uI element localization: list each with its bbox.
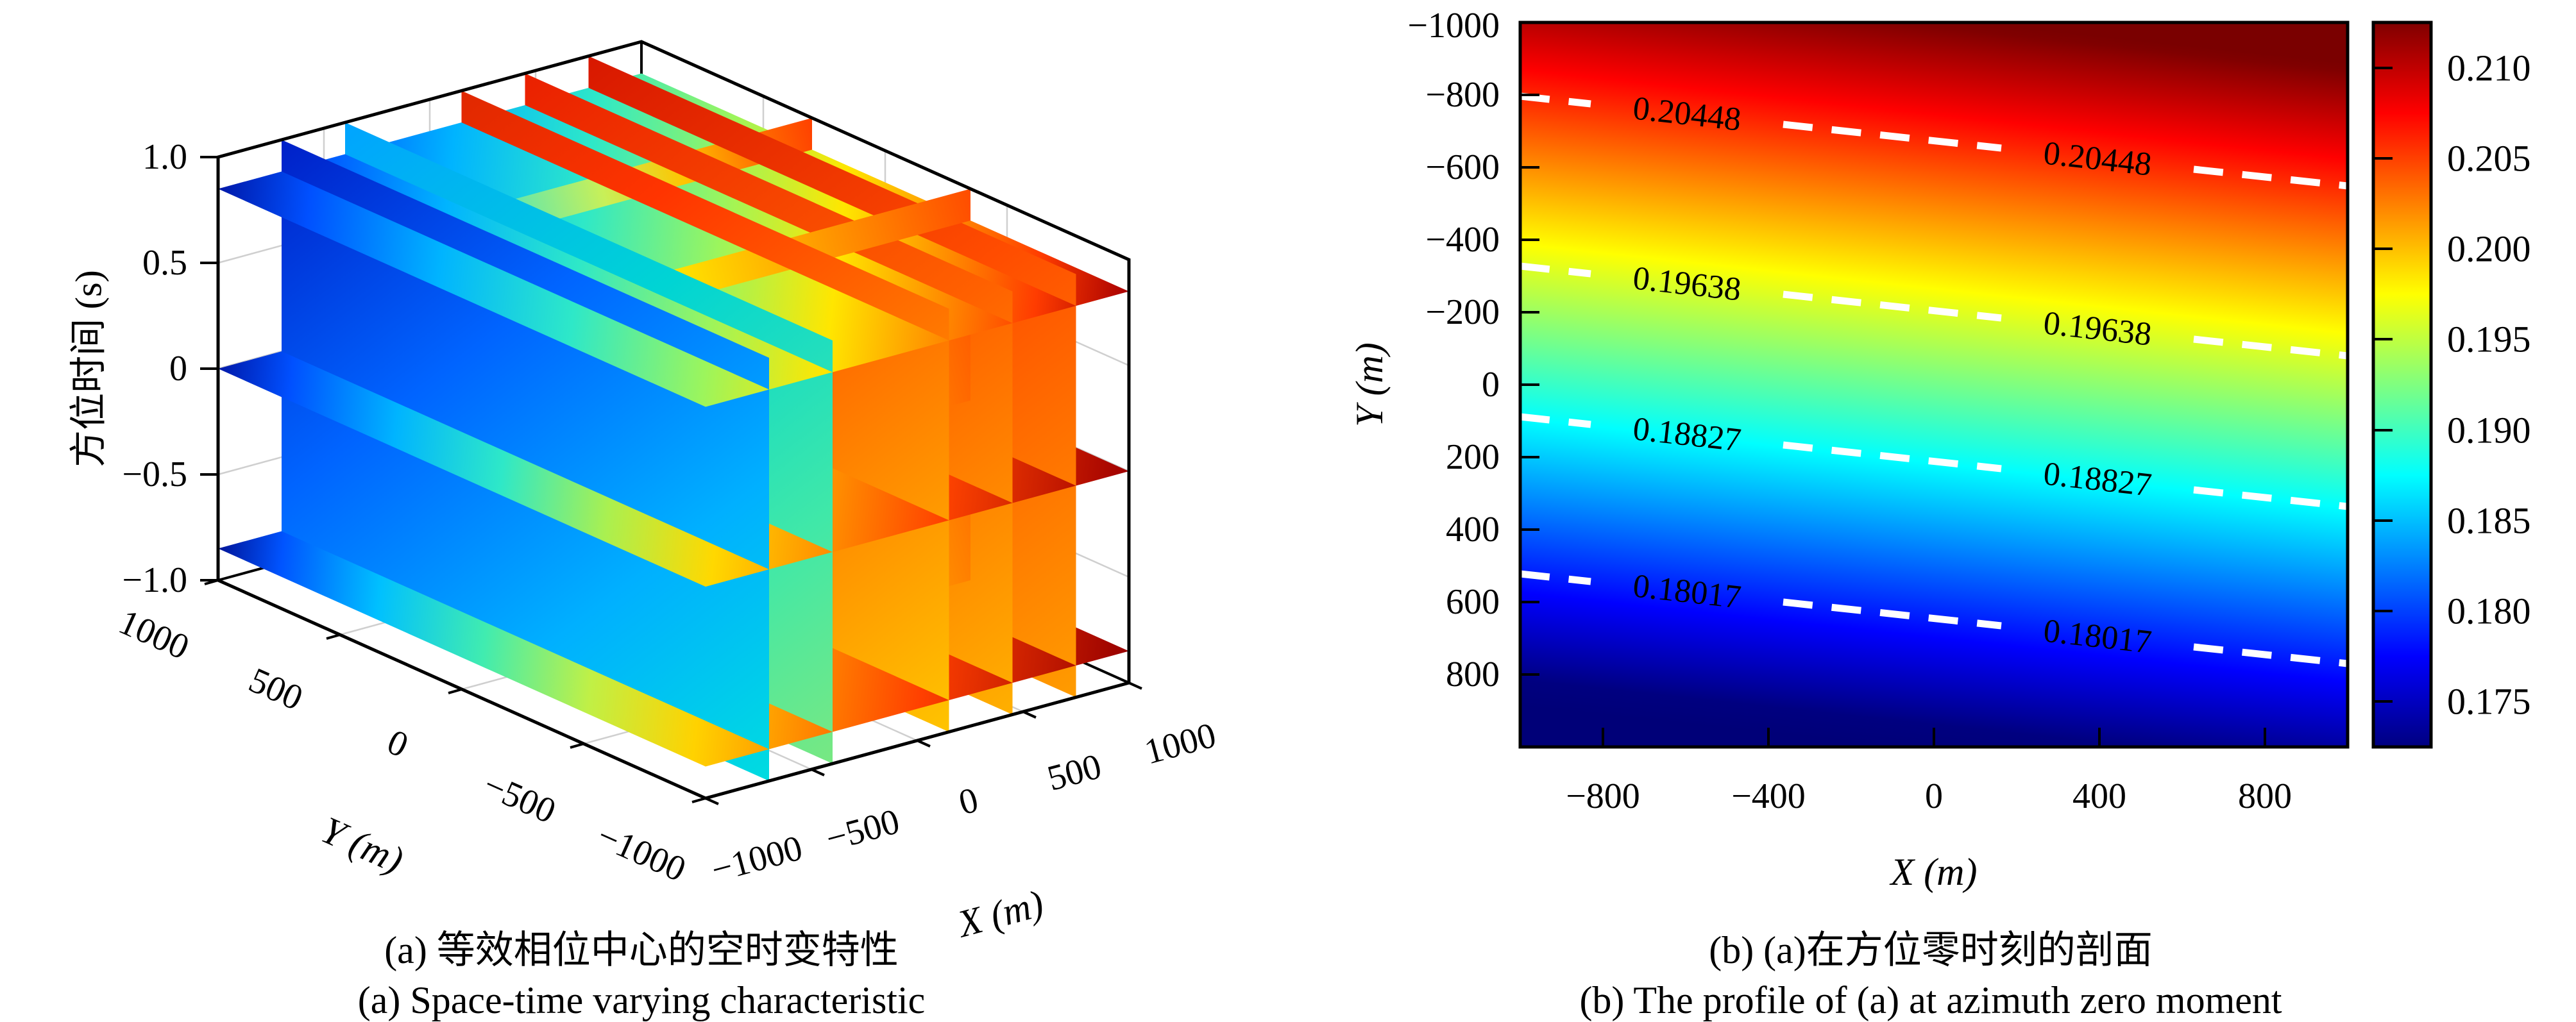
x-tick-label: −800: [1566, 776, 1640, 816]
caption-a-en: (a) Space-time varying characteristic: [358, 979, 926, 1021]
y-tick-label: −600: [1425, 147, 1500, 187]
x-tick-label: −400: [1731, 776, 1806, 816]
heatmap-field: [1520, 22, 2348, 747]
z-tick-label: 1.0: [142, 137, 187, 177]
x-axis-label: X (m): [952, 882, 1047, 946]
colorbar-tick-label: 0.200: [2447, 228, 2531, 270]
y-axis-label: Y (m): [1348, 342, 1391, 427]
caption-a-zh: (a) 等效相位中心的空时变特性: [384, 929, 899, 971]
slice-wall: [461, 90, 949, 340]
slice-wall: [525, 73, 1013, 323]
z-axis: 1.0 0.5 0 −0.5 −1.0 方位时间 (s): [68, 137, 218, 600]
colorbar-tick-label: 0.180: [2447, 591, 2531, 632]
x-axis-label: X (m): [1890, 851, 1978, 893]
y-tick-label: 0: [1482, 365, 1500, 405]
colorbar: 0.210 0.205 0.200 0.195 0.190 0.185 0.18…: [2371, 21, 2531, 749]
y-tick-label: 1000: [113, 602, 195, 667]
y-axis-label: Y (m): [315, 808, 409, 882]
slice-plane-top: [218, 73, 1129, 407]
slice-wall: [282, 140, 769, 390]
y-tick-label: 400: [1446, 510, 1500, 549]
y-axis: −1000 −800 −600 −400 −200 0 200 400 600 …: [1348, 6, 1539, 694]
contour-lines: [1520, 92, 2348, 667]
x-axis: −800 −400 0 400 800 X (m): [1566, 728, 2292, 893]
colorbar-tick-label: 0.190: [2447, 410, 2531, 451]
colorbar-gradient: [2373, 22, 2431, 747]
z-tick-label: −1.0: [122, 560, 187, 600]
panel-a-3d-slice-plot: 1.0 0.5 0 −0.5 −1.0 方位时间 (s) 1000 500 0 …: [68, 40, 1220, 1021]
x-tick-label: 1000: [1140, 716, 1220, 773]
y-tick-label: 0: [382, 722, 414, 766]
x-tick-label: 0: [1925, 776, 1943, 816]
colorbar-tick-label: 0.185: [2447, 500, 2531, 542]
panel-b-profile-heatmap: 0.20448 0.20448 0.19638 0.19638 0.18827 …: [1348, 6, 2531, 1021]
slice-volume: [218, 56, 1129, 781]
x-tick-label: 500: [1043, 746, 1105, 799]
y-tick-label: 200: [1446, 437, 1500, 477]
slice-wall: [345, 122, 833, 373]
y-tick-label: −800: [1425, 75, 1500, 115]
x-tick-label: −500: [822, 801, 904, 859]
x-tick-label: −1000: [708, 828, 807, 890]
z-tick-label: 0.5: [142, 243, 187, 283]
y-tick-label: −500: [478, 765, 562, 832]
x-tick-label: 800: [2238, 776, 2292, 816]
caption-b-en: (b) The profile of (a) at azimuth zero m…: [1579, 979, 2282, 1021]
x-tick-label: 400: [2072, 776, 2126, 816]
colorbar-tick-label: 0.205: [2447, 138, 2531, 180]
y-tick-label: 500: [243, 660, 309, 719]
colorbar-tick-label: 0.175: [2447, 681, 2531, 723]
x-tick-label: 0: [954, 780, 982, 823]
slice-wall: [588, 56, 1076, 306]
colorbar-tick-label: 0.210: [2447, 47, 2531, 89]
y-tick-label: −200: [1425, 292, 1500, 332]
z-tick-label: 0: [169, 349, 187, 389]
y-tick-label: 600: [1446, 582, 1500, 622]
y-tick-label: 800: [1446, 655, 1500, 694]
y-tick-label: −400: [1425, 220, 1500, 260]
y-tick-label: −1000: [1407, 6, 1500, 46]
slice-wall: [674, 188, 970, 301]
colorbar-border: [2371, 21, 2433, 749]
z-tick-label: −0.5: [122, 455, 187, 494]
y-tick-label: −1000: [591, 816, 691, 889]
z-axis-label: 方位时间 (s): [68, 270, 110, 467]
caption-b-zh: (b) (a)在方位零时刻的剖面: [1709, 929, 2153, 971]
colorbar-tick-label: 0.195: [2447, 319, 2531, 360]
